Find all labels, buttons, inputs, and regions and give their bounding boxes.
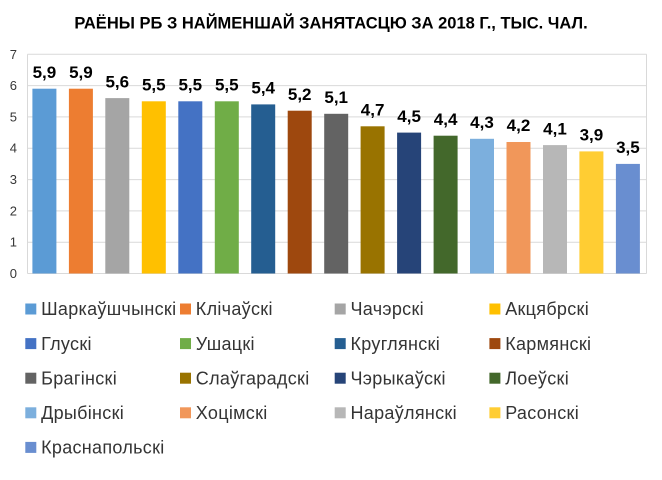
svg-text:4: 4	[10, 141, 17, 156]
svg-text:Расонскі: Расонскі	[505, 403, 579, 423]
svg-text:Шаркаўшчынскі: Шаркаўшчынскі	[41, 299, 176, 319]
svg-text:4,2: 4,2	[507, 116, 531, 135]
svg-text:Клічаўскі: Клічаўскі	[196, 299, 273, 319]
svg-text:Нараўлянскі: Нараўлянскі	[351, 403, 457, 423]
svg-text:Кармянскі: Кармянскі	[505, 334, 591, 354]
svg-text:3,5: 3,5	[616, 138, 640, 157]
svg-text:5,5: 5,5	[142, 76, 166, 95]
svg-text:5,6: 5,6	[105, 72, 129, 91]
svg-text:Глускі: Глускі	[41, 334, 92, 354]
svg-text:Краснапольскі: Краснапольскі	[41, 438, 164, 458]
svg-text:Брагінскі: Брагінскі	[41, 368, 117, 388]
svg-text:Дрыбінскі: Дрыбінскі	[41, 403, 124, 423]
svg-text:4,3: 4,3	[470, 113, 494, 132]
svg-text:Чэрыкаўскі: Чэрыкаўскі	[351, 368, 446, 388]
svg-text:5,5: 5,5	[215, 76, 239, 95]
svg-text:4,1: 4,1	[543, 119, 567, 138]
svg-text:1: 1	[10, 235, 17, 250]
svg-text:3: 3	[10, 172, 17, 187]
svg-text:4,7: 4,7	[361, 101, 385, 120]
svg-text:5: 5	[10, 109, 17, 124]
svg-text:РАЁНЫ РБ З НАЙМЕНШАЙ ЗАНЯТАСЦЮ: РАЁНЫ РБ З НАЙМЕНШАЙ ЗАНЯТАСЦЮ ЗА 2018 Г…	[74, 14, 587, 33]
svg-text:3,9: 3,9	[580, 126, 604, 145]
svg-text:5,5: 5,5	[178, 76, 202, 95]
svg-text:5,9: 5,9	[69, 63, 93, 82]
svg-text:Ушацкі: Ушацкі	[196, 334, 255, 354]
svg-text:Слаўгарадскі: Слаўгарадскі	[196, 368, 310, 388]
svg-text:Чачэрскі: Чачэрскі	[351, 299, 424, 319]
svg-text:7: 7	[10, 47, 17, 62]
svg-text:5,2: 5,2	[288, 85, 312, 104]
svg-text:Акцябрскі: Акцябрскі	[505, 299, 589, 319]
svg-text:4,4: 4,4	[434, 110, 458, 129]
svg-text:Круглянскі: Круглянскі	[351, 334, 441, 354]
svg-text:Лоеўскі: Лоеўскі	[505, 368, 569, 388]
svg-text:6: 6	[10, 78, 17, 93]
svg-text:2: 2	[10, 203, 17, 218]
svg-text:5,1: 5,1	[324, 88, 348, 107]
svg-text:0: 0	[10, 266, 17, 281]
svg-text:4,5: 4,5	[397, 107, 421, 126]
svg-text:5,4: 5,4	[251, 79, 275, 98]
svg-text:5,9: 5,9	[33, 63, 57, 82]
svg-text:Хоцімскі: Хоцімскі	[196, 403, 268, 423]
